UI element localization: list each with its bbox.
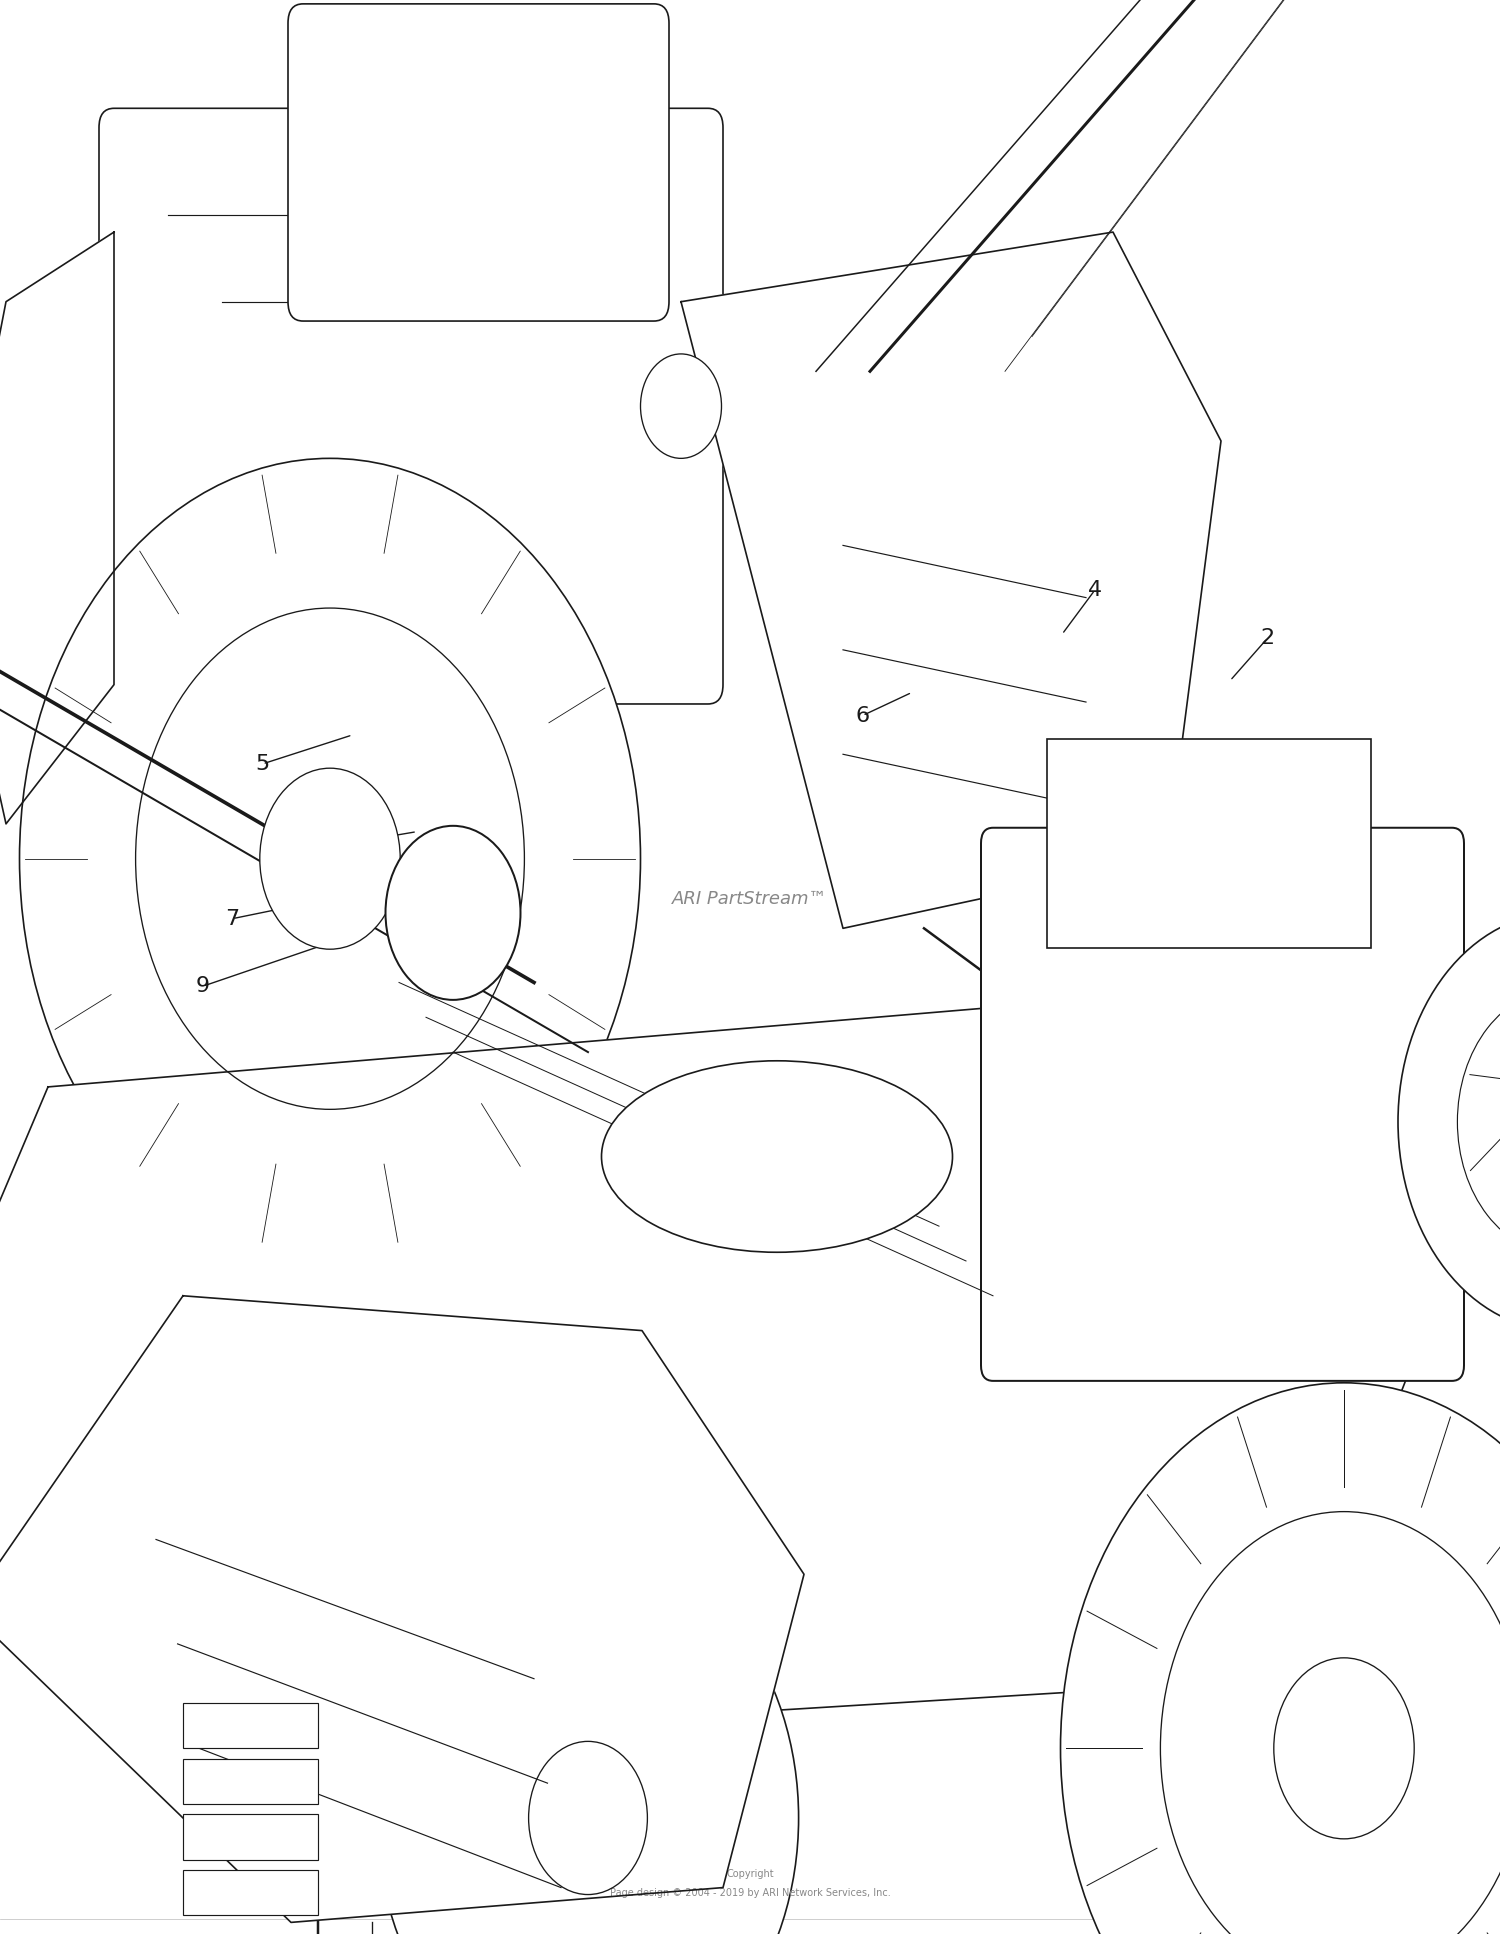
Bar (183, 1704, 318, 1748)
Text: 2: 2 (1260, 629, 1275, 648)
Text: Page design © 2004 - 2019 by ARI Network Services, Inc.: Page design © 2004 - 2019 by ARI Network… (609, 1888, 891, 1899)
Circle shape (1060, 1383, 1500, 1934)
Circle shape (386, 826, 520, 1000)
Text: Copyright: Copyright (726, 1868, 774, 1880)
Polygon shape (0, 982, 1452, 1748)
Bar (1047, 739, 1371, 948)
Text: ARI PartStream™: ARI PartStream™ (672, 890, 828, 909)
Text: 4: 4 (1088, 580, 1102, 600)
Circle shape (1398, 913, 1500, 1331)
Text: 3: 3 (1312, 754, 1328, 774)
Ellipse shape (602, 1060, 952, 1253)
Text: 6: 6 (855, 706, 870, 725)
Circle shape (260, 768, 400, 950)
Circle shape (1274, 1657, 1414, 1839)
Polygon shape (0, 1296, 804, 1922)
FancyBboxPatch shape (981, 828, 1464, 1381)
Text: 5: 5 (255, 754, 270, 774)
Circle shape (1161, 1512, 1500, 1934)
Bar (183, 1870, 318, 1915)
FancyBboxPatch shape (99, 108, 723, 704)
Text: 9: 9 (195, 977, 210, 996)
Polygon shape (0, 232, 114, 824)
Polygon shape (681, 232, 1221, 928)
FancyBboxPatch shape (288, 4, 669, 321)
Circle shape (640, 354, 722, 458)
Text: 7: 7 (225, 909, 240, 928)
Circle shape (1458, 990, 1500, 1253)
Text: 12: 12 (346, 832, 374, 851)
Bar (183, 1814, 318, 1861)
Circle shape (378, 1547, 798, 1934)
Circle shape (20, 458, 640, 1259)
Circle shape (135, 607, 525, 1110)
Circle shape (528, 1741, 648, 1895)
Bar (183, 1758, 318, 1804)
